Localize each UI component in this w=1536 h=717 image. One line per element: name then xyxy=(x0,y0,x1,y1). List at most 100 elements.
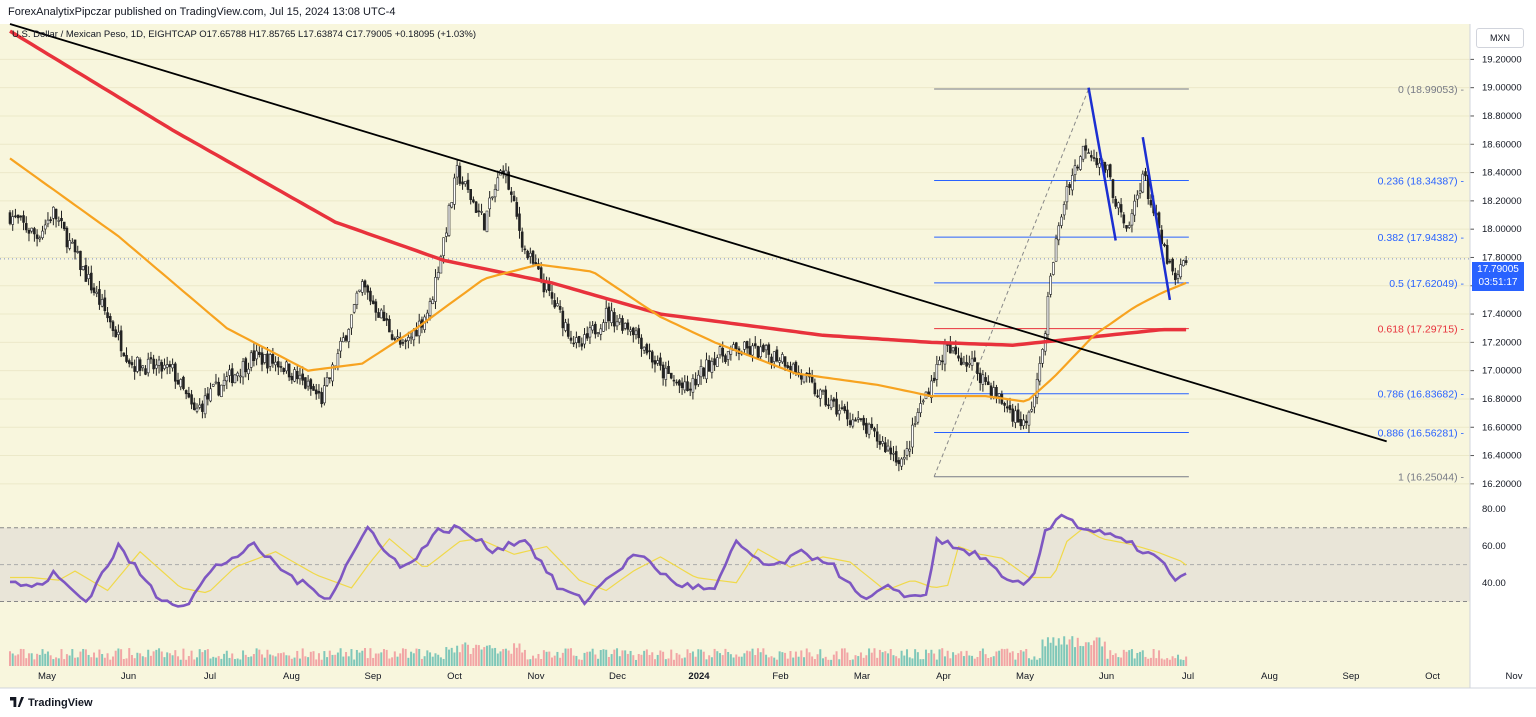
volume-bar xyxy=(686,649,689,666)
volume-bar xyxy=(987,657,990,666)
candle-body xyxy=(417,320,421,337)
volume-bar xyxy=(870,652,873,666)
time-tick-label: 2024 xyxy=(688,671,710,682)
volume-bar xyxy=(743,653,746,666)
candle-body xyxy=(445,232,448,237)
volume-bar xyxy=(1025,648,1028,666)
candle-body xyxy=(1038,363,1042,382)
volume-bar xyxy=(415,648,418,666)
candle-body xyxy=(1136,194,1139,200)
candle-body xyxy=(1030,409,1033,412)
candle-body xyxy=(992,387,996,398)
candle-body xyxy=(1106,164,1109,171)
candle-body xyxy=(751,345,754,356)
candle-body xyxy=(537,263,540,270)
candle-body xyxy=(1119,204,1123,213)
volume-bar xyxy=(594,654,597,666)
volume-bar xyxy=(1057,638,1060,666)
candle-body xyxy=(753,343,757,347)
volume-bar xyxy=(361,650,364,666)
volume-bar xyxy=(14,655,17,666)
candle-body xyxy=(683,381,687,391)
candle-body xyxy=(713,358,716,366)
candle-body xyxy=(856,417,860,420)
candle-body xyxy=(734,342,738,349)
volume-bar xyxy=(843,648,846,666)
volume-bar xyxy=(461,644,464,666)
volume-bar xyxy=(756,648,759,666)
candle-body xyxy=(794,361,798,373)
volume-bar xyxy=(976,657,979,666)
volume-bar xyxy=(499,651,502,666)
volume-bar xyxy=(1163,659,1166,666)
candle-body xyxy=(1024,420,1028,424)
volume-bar xyxy=(174,650,177,666)
candle-body xyxy=(577,335,581,344)
volume-bar xyxy=(65,654,68,666)
candle-body xyxy=(182,376,185,389)
candle-body xyxy=(211,383,215,387)
volume-bar xyxy=(30,653,33,666)
volume-bar xyxy=(152,651,155,666)
volume-bar xyxy=(697,649,700,666)
volume-bar xyxy=(1093,640,1095,666)
candle-body xyxy=(602,322,605,332)
volume-bar xyxy=(242,650,245,666)
volume-bar xyxy=(621,650,624,666)
volume-bar xyxy=(480,649,483,666)
volume-bar xyxy=(618,656,621,666)
price-tick-label: 18.00000 xyxy=(1482,224,1522,235)
candle-body xyxy=(900,458,903,467)
candle-body xyxy=(691,378,695,393)
volume-bar xyxy=(342,656,345,666)
candle-body xyxy=(282,368,286,372)
candle-body xyxy=(30,227,33,232)
volume-bar xyxy=(729,654,732,666)
candle-body xyxy=(295,370,299,380)
candle-body xyxy=(837,410,841,415)
volume-bar xyxy=(155,649,158,666)
candle-body xyxy=(214,381,218,384)
candle-body xyxy=(678,380,681,386)
candle-body xyxy=(436,272,440,279)
currency-button[interactable]: MXN xyxy=(1476,28,1524,48)
time-tick-label: Jun xyxy=(121,671,136,682)
volume-bar xyxy=(979,650,982,666)
tradingview-logo[interactable]: TradingView xyxy=(10,697,93,709)
volume-bar xyxy=(177,656,180,666)
candle-body xyxy=(1087,152,1090,154)
volume-bar xyxy=(624,650,627,666)
time-tick-label: May xyxy=(1016,671,1034,682)
candle-body xyxy=(363,280,367,288)
volume-bar xyxy=(1158,650,1161,666)
candle-body xyxy=(228,369,231,376)
candle-body xyxy=(108,316,112,323)
candle-body xyxy=(1184,260,1188,263)
candle-body xyxy=(220,384,223,397)
candle-body xyxy=(1130,213,1134,226)
volume-bar xyxy=(540,658,543,666)
volume-bar xyxy=(1125,651,1128,666)
volume-bar xyxy=(746,650,749,666)
volume-bar xyxy=(1182,659,1185,666)
volume-bar xyxy=(1084,642,1087,666)
volume-bar xyxy=(504,648,507,666)
volume-bar xyxy=(670,649,673,666)
candle-body xyxy=(401,342,405,344)
candle-body xyxy=(1133,200,1136,216)
candle-body xyxy=(943,343,947,365)
volume-bar xyxy=(233,659,236,666)
volume-bar xyxy=(710,657,713,666)
price-tick-label: 17.00000 xyxy=(1482,366,1522,377)
candle-body xyxy=(916,412,920,423)
candle-body xyxy=(1122,214,1126,224)
candle-body xyxy=(439,256,443,274)
volume-bar xyxy=(607,656,610,666)
candle-body xyxy=(306,380,310,387)
candle-body xyxy=(60,217,63,222)
volume-bar xyxy=(404,648,407,666)
candle-body xyxy=(642,346,646,351)
volume-bar xyxy=(353,659,356,666)
candle-body xyxy=(374,301,378,313)
